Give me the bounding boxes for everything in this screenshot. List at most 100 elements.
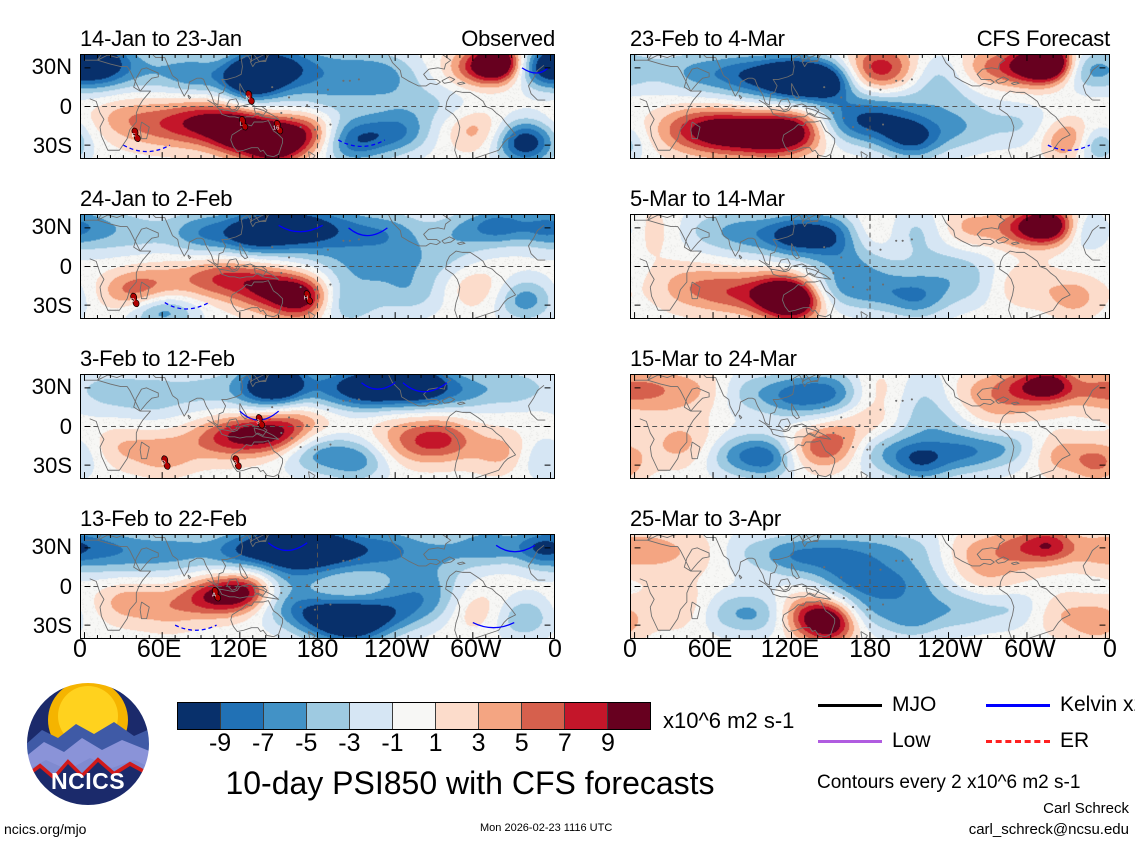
ncics-logo-graphic [25, 681, 151, 807]
wave-contour [174, 624, 217, 631]
x-axis-tick-label: 120W [364, 635, 430, 663]
y-axis-tick-label: 30S [32, 132, 72, 158]
y-axis-tick-label: 0 [59, 573, 72, 599]
colorbar-tick-label: 7 [557, 729, 572, 757]
storm-marker-label: 3 [256, 420, 260, 426]
panel-title: 15-Mar to 24-Mar [630, 346, 797, 371]
colorbar [177, 702, 651, 730]
contour-legend: MJO Kelvin x2 Low ER [818, 691, 1135, 763]
storm-marker: H [304, 290, 313, 305]
shaded-anomaly-field [631, 215, 1109, 318]
x-axis: 0 60E 120E 180 120W 60W 0 [623, 635, 1117, 665]
colorbar-tick-label: 5 [514, 729, 529, 757]
storm-marker-label: H [304, 296, 308, 302]
shaded-anomaly-field [631, 55, 1109, 158]
y-axis-tick-label: 30N [31, 214, 72, 240]
figure-title: 10-day PSI850 with CFS forecasts [225, 765, 715, 801]
wave-contour [521, 67, 549, 74]
y-axis-tick-label: 30S [32, 292, 72, 318]
storm-marker-label: E [132, 133, 136, 139]
map-plot-area [630, 54, 1110, 159]
ncics-logo: NCICS [24, 680, 152, 808]
wave-contour [472, 621, 515, 629]
colorbar-tick-label: -1 [381, 729, 404, 757]
contour-interval-note: Contours every 2 x10^6 m2 s-1 [817, 772, 1081, 793]
colorbar-band [393, 703, 436, 729]
map-plot-area: 3 D G [80, 374, 555, 479]
x-axis: 0 60E 120E 180 120W 60W 0 [73, 635, 562, 665]
colorbar-band [565, 703, 608, 729]
map-overlay [634, 215, 1106, 318]
storm-marker: 3 [255, 414, 265, 429]
y-axis-tick-label: 30S [32, 612, 72, 638]
wave-contour [402, 382, 448, 393]
legend-label: Kelvin x2 [1060, 693, 1135, 716]
legend-line-swatch [818, 703, 882, 707]
map-panel: 25-Mar to 3-Apr [630, 508, 1110, 639]
panel-title: 13-Feb to 22-Feb [80, 506, 247, 531]
x-axis-tick-label: 0 [623, 635, 637, 663]
legend-label: ER [1060, 729, 1090, 752]
y-axis-tick-label: 30S [32, 452, 72, 478]
map-overlay: 3 D G [84, 375, 551, 478]
legend-item: ER [986, 727, 1089, 755]
colorbar-band [350, 703, 393, 729]
storm-marker-label: N [245, 96, 249, 102]
x-axis-tick-label: 60E [136, 635, 182, 663]
colorbar-tick-label: -7 [252, 729, 275, 757]
colorbar-band [221, 703, 264, 729]
colorbar-tick-label: 1 [428, 729, 443, 757]
colorbar-units-label: x10^6 m2 s-1 [663, 708, 795, 733]
storm-marker-label: L [239, 121, 243, 127]
axis-ticks [84, 55, 551, 158]
legend-line-swatch [986, 703, 1050, 707]
legend-item: Low [818, 727, 931, 755]
storm-marker: G [232, 455, 242, 470]
legend-line-swatch [986, 739, 1050, 743]
colorbar-tick-label: -5 [295, 729, 318, 757]
panel-title: 14-Jan to 23-Jan [80, 26, 242, 51]
x-axis-tick-label: 60E [687, 635, 733, 663]
storm-marker: A [211, 587, 221, 602]
colorbar-tick-label: -9 [208, 729, 232, 757]
map-panel: 24-Jan to 2-Feb O H [80, 188, 555, 319]
x-axis-tick-label: 180 [849, 635, 891, 663]
y-axis-tick-label: 0 [59, 253, 72, 279]
legend-item: Kelvin x2 [986, 691, 1135, 719]
y-axis-tick-label: 30N [31, 534, 72, 560]
legend-label: MJO [892, 693, 937, 716]
x-axis-tick-label: 180 [296, 635, 339, 663]
colorbar-band [307, 703, 350, 729]
storm-marker-label: 16 [273, 125, 280, 131]
x-axis-tick-label: 120E [760, 635, 820, 663]
map-plot-area [630, 214, 1110, 319]
map-overlay [634, 375, 1106, 478]
panel-title: 23-Feb to 4-Mar [630, 26, 785, 51]
x-axis-tick-label: 60W [450, 635, 502, 663]
map-plot-area [630, 534, 1110, 639]
panel-column-header: Observed [461, 26, 555, 51]
site-url: ncics.org/mjo [4, 821, 87, 837]
map-overlay: E N L 16 [84, 55, 551, 158]
axis-ticks [634, 215, 1106, 318]
colorbar-band [436, 703, 479, 729]
author-email: carl_schreck@ncsu.edu [968, 821, 1129, 838]
map-overlay: A [84, 535, 551, 638]
coastlines [634, 535, 1101, 638]
storm-marker: L [239, 116, 249, 131]
shaded-anomaly-field [631, 375, 1109, 478]
shaded-anomaly-field [631, 535, 1109, 638]
storm-marker-label: G [232, 461, 237, 467]
colorbar-tick-label: 9 [600, 729, 615, 757]
storm-marker: 16 [273, 119, 284, 135]
map-plot-area [630, 374, 1110, 479]
coastlines [84, 375, 546, 478]
colorbar-band [522, 703, 565, 729]
ncics-logo-text: NCICS [50, 768, 126, 794]
wave-contour [278, 224, 323, 233]
coastlines [634, 215, 1101, 318]
axis-ticks [84, 375, 551, 478]
wave-contour [495, 544, 536, 553]
coastlines [634, 55, 1101, 158]
